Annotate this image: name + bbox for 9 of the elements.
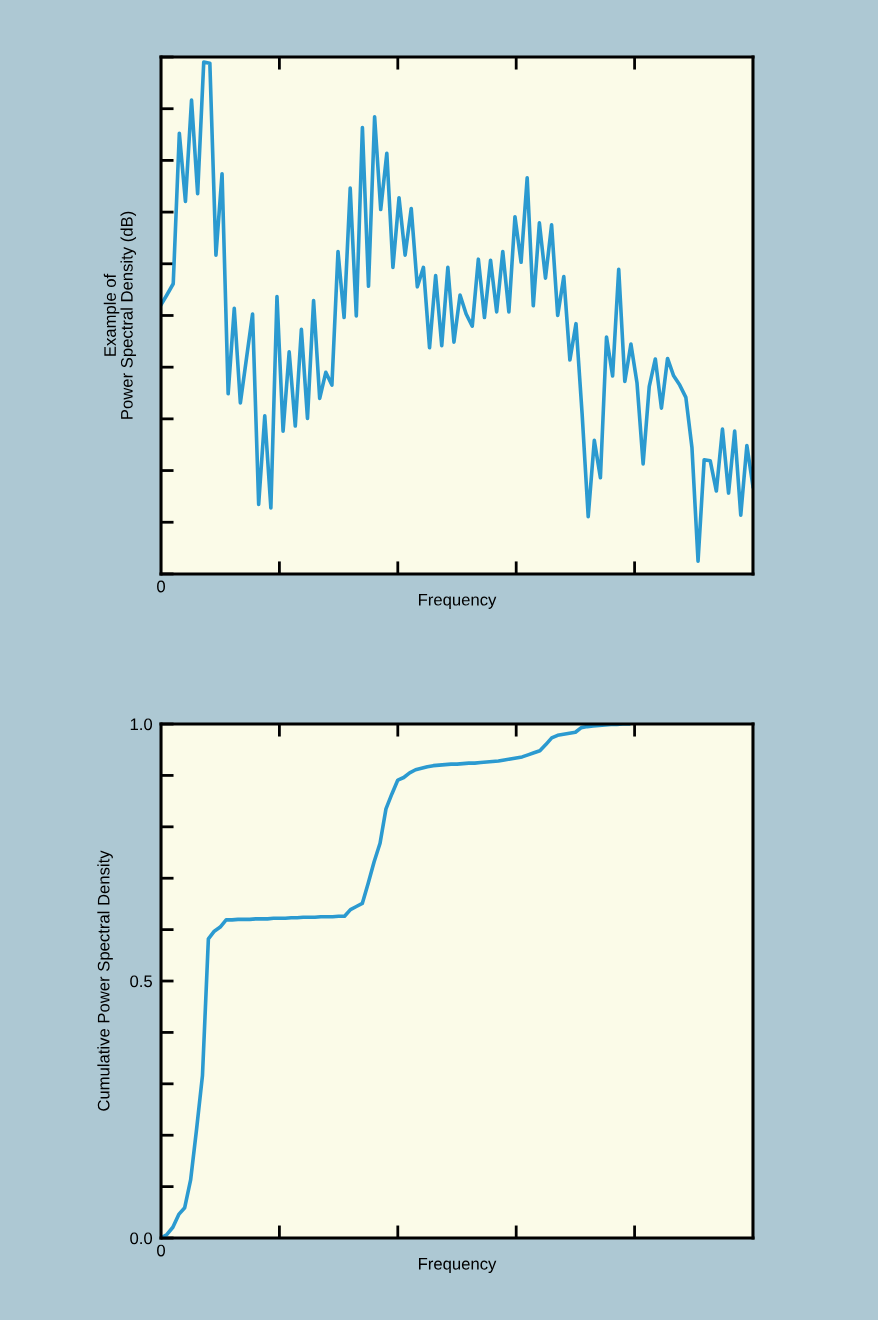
x-axis-title: Frequency [419, 1258, 497, 1274]
y-tick-label: 0.5 [130, 975, 152, 988]
text: 0 [157, 1244, 166, 1257]
y-axis-title: Cumulative Power Spectral Density [97, 850, 113, 1111]
text: 0 [157, 580, 166, 593]
y-tick-label: 0.0 [130, 1232, 153, 1245]
y-tick-label: 1.0 [130, 718, 153, 731]
x-axis-title: Frequency [419, 593, 497, 609]
y-axis-title: Example of Power Spectral Density (dB) [103, 211, 137, 419]
